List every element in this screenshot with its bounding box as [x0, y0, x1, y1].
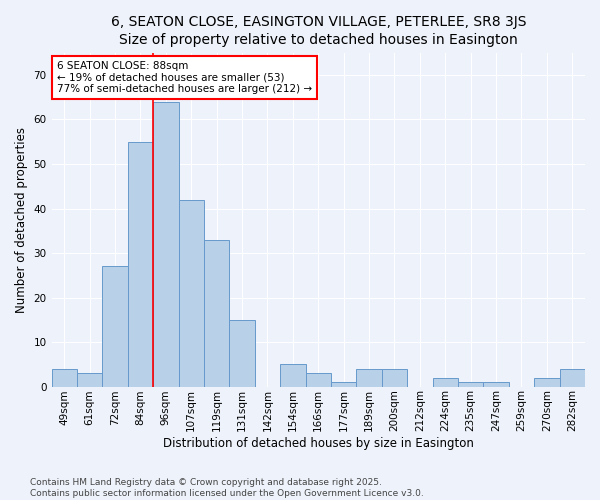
- Bar: [128, 142, 153, 386]
- Bar: [356, 368, 382, 386]
- Bar: [433, 378, 458, 386]
- Y-axis label: Number of detached properties: Number of detached properties: [15, 126, 28, 312]
- Text: Contains HM Land Registry data © Crown copyright and database right 2025.
Contai: Contains HM Land Registry data © Crown c…: [30, 478, 424, 498]
- Bar: [560, 368, 585, 386]
- Bar: [77, 373, 103, 386]
- Bar: [229, 320, 255, 386]
- Bar: [179, 200, 204, 386]
- Bar: [382, 368, 407, 386]
- Bar: [204, 240, 229, 386]
- Bar: [280, 364, 305, 386]
- Title: 6, SEATON CLOSE, EASINGTON VILLAGE, PETERLEE, SR8 3JS
Size of property relative : 6, SEATON CLOSE, EASINGTON VILLAGE, PETE…: [110, 15, 526, 48]
- Text: 6 SEATON CLOSE: 88sqm
← 19% of detached houses are smaller (53)
77% of semi-deta: 6 SEATON CLOSE: 88sqm ← 19% of detached …: [57, 61, 312, 94]
- Bar: [534, 378, 560, 386]
- Bar: [103, 266, 128, 386]
- Bar: [458, 382, 484, 386]
- X-axis label: Distribution of detached houses by size in Easington: Distribution of detached houses by size …: [163, 437, 474, 450]
- Bar: [305, 373, 331, 386]
- Bar: [484, 382, 509, 386]
- Bar: [52, 368, 77, 386]
- Bar: [331, 382, 356, 386]
- Bar: [153, 102, 179, 387]
